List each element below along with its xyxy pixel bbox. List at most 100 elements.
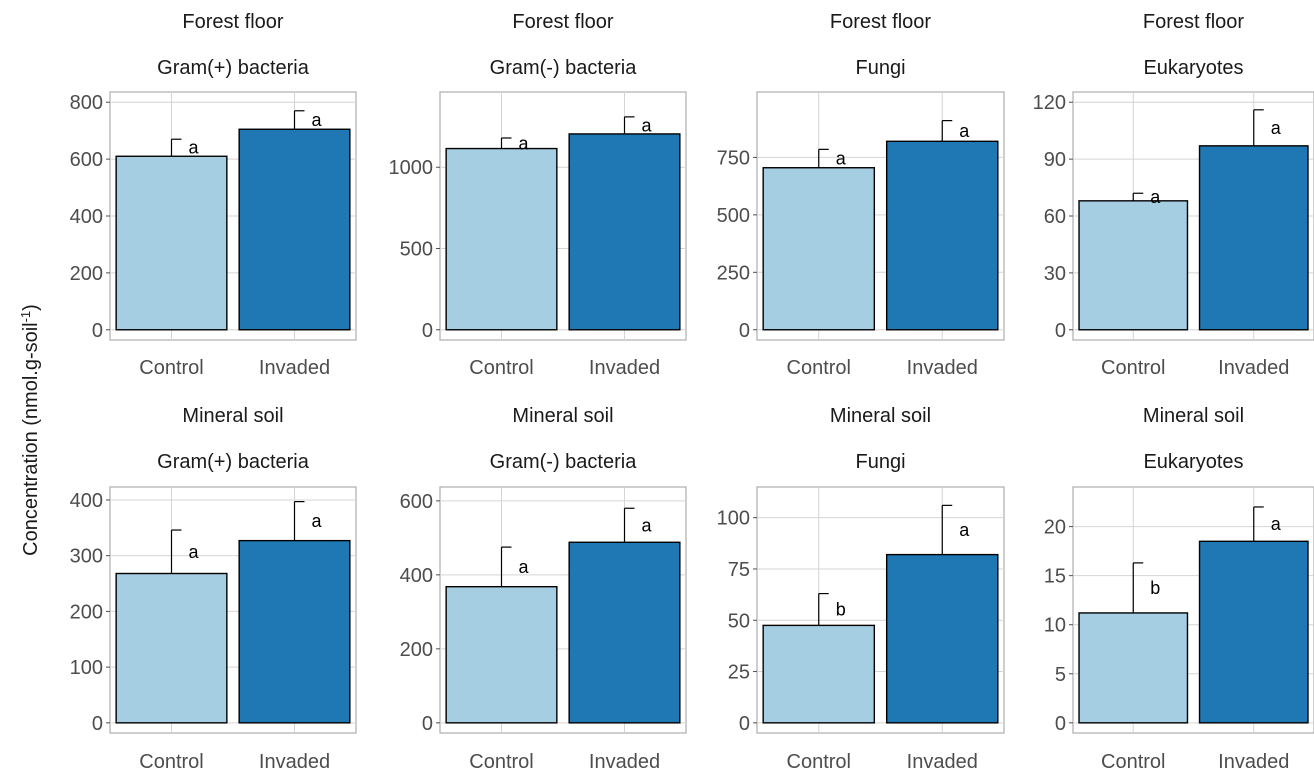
y-tick-label: 10	[1044, 615, 1066, 637]
x-tick-label: Control	[1101, 751, 1165, 773]
y-tick-label: 0	[739, 713, 750, 735]
significance-letter: a	[836, 149, 847, 169]
significance-letter: a	[959, 520, 970, 540]
y-tick-label: 20	[1044, 517, 1066, 539]
x-tick-label: Control	[1101, 357, 1165, 379]
y-tick-label: 400	[70, 206, 103, 228]
y-axis-label-close: )	[20, 304, 42, 311]
bar-control	[445, 585, 558, 724]
significance-letter: a	[311, 110, 322, 130]
x-tick-label: Control	[787, 751, 851, 773]
significance-letter: a	[1271, 514, 1282, 534]
x-tick-label: Invaded	[589, 751, 660, 773]
strip-label-soil: Forest floor	[830, 11, 931, 33]
y-tick-label: 0	[422, 713, 433, 735]
bar-invaded	[568, 133, 681, 331]
bar-invaded	[1198, 540, 1309, 724]
y-tick-label: 200	[400, 639, 433, 661]
y-tick-label: 600	[400, 491, 433, 513]
y-tick-label: 600	[70, 149, 103, 171]
panel-2: 0 500 1000 a Control a Invaded Forest floor Gram…	[389, 11, 687, 379]
strip-label-soil: Mineral soil	[1143, 405, 1244, 427]
significance-letter: a	[641, 515, 652, 535]
significance-letter: a	[188, 138, 199, 158]
y-tick-label: 100	[70, 657, 103, 679]
x-tick-label: Control	[787, 357, 851, 379]
panel-3: 0 250 500 750 a Control a Invaded Forest floor Fu…	[717, 11, 1005, 379]
y-tick-label: 75	[728, 559, 750, 581]
panel-8: 0 5 10 15 20 b Control a Invaded Mineral soil Euka…	[1044, 405, 1314, 773]
y-tick-label: 25	[728, 662, 750, 684]
panel-4: 0 30 60 90 120 a Control a Invaded Forest floor Eu…	[1033, 11, 1314, 379]
bar-control	[445, 147, 558, 331]
y-tick-label: 100	[717, 508, 750, 530]
y-tick-label: 0	[1055, 713, 1066, 735]
y-tick-label: 15	[1044, 566, 1066, 588]
significance-letter: a	[1271, 118, 1282, 138]
x-tick-label: Control	[469, 751, 533, 773]
bar-control	[1078, 612, 1189, 724]
strip-label-soil: Mineral soil	[182, 405, 283, 427]
y-tick-label: 0	[92, 320, 103, 342]
x-tick-label: Invaded	[589, 357, 660, 379]
x-tick-label: Invaded	[1218, 357, 1289, 379]
significance-letter: a	[959, 121, 970, 141]
y-tick-label: 30	[1044, 263, 1066, 285]
strip-label-group: Gram(-) bacteria	[490, 451, 638, 473]
x-tick-label: Invaded	[259, 751, 330, 773]
y-tick-label: 60	[1044, 206, 1066, 228]
significance-letter: b	[836, 599, 846, 619]
x-tick-label: Invaded	[907, 357, 978, 379]
y-tick-label: 200	[70, 601, 103, 623]
y-axis-label-superscript: -1	[18, 311, 33, 323]
significance-letter: a	[518, 557, 529, 577]
strip-label-group: Eukaryotes	[1143, 57, 1243, 79]
bar-invaded	[238, 128, 351, 331]
y-tick-label: 500	[717, 205, 750, 227]
y-tick-label: 200	[70, 263, 103, 285]
bar-control	[115, 572, 228, 724]
y-tick-label: 800	[70, 92, 103, 114]
y-tick-label: 750	[717, 147, 750, 169]
y-tick-label: 0	[1055, 320, 1066, 342]
strip-label-soil: Forest floor	[182, 11, 283, 33]
y-tick-label: 0	[92, 713, 103, 735]
x-tick-label: Invaded	[907, 751, 978, 773]
significance-letter: a	[311, 511, 322, 531]
panel-5: 0 100 200 300 400 a Control a Invaded Mineral soi…	[70, 405, 357, 773]
bar-invaded	[238, 539, 351, 724]
panel-7: 0 25 50 75 100 b Control a Invaded Mineral soil Fu…	[717, 405, 1005, 773]
strip-label-group: Gram(+) bacteria	[157, 451, 310, 473]
strip-label-soil: Mineral soil	[512, 405, 613, 427]
strip-label-soil: Forest floor	[512, 11, 613, 33]
x-tick-label: Invaded	[259, 357, 330, 379]
strip-label-group: Gram(+) bacteria	[157, 57, 310, 79]
y-tick-label: 500	[400, 239, 433, 261]
y-tick-label: 250	[717, 262, 750, 284]
panel-6: 0 200 400 600 a Control a Invaded Mineral soil Gr…	[400, 405, 687, 773]
bar-invaded	[568, 541, 681, 724]
y-axis-label: Concentration (nmol.g-soil-1)	[18, 304, 43, 556]
bar-invaded	[885, 140, 999, 331]
strip-label-group: Eukaryotes	[1143, 451, 1243, 473]
y-axis-label-main: Concentration (nmol.g-soil	[20, 322, 42, 555]
strip-label-group: Gram(-) bacteria	[490, 57, 638, 79]
significance-letter: a	[188, 542, 199, 562]
strip-label-group: Fungi	[855, 57, 905, 79]
x-tick-label: Control	[469, 357, 533, 379]
y-tick-label: 400	[400, 565, 433, 587]
y-tick-label: 1000	[389, 157, 434, 179]
panel-1: 0 200 400 600 800 a Control a Invaded Forest floo…	[70, 11, 357, 379]
x-tick-label: Invaded	[1218, 751, 1289, 773]
bar-control	[762, 167, 876, 331]
bar-invaded	[1198, 145, 1309, 331]
bar-invaded	[885, 553, 999, 724]
y-tick-label: 120	[1033, 92, 1066, 114]
significance-letter: a	[1150, 187, 1161, 207]
y-tick-label: 400	[70, 490, 103, 512]
significance-letter: a	[641, 115, 652, 135]
significance-letter: a	[518, 133, 529, 153]
bar-control	[115, 155, 228, 331]
